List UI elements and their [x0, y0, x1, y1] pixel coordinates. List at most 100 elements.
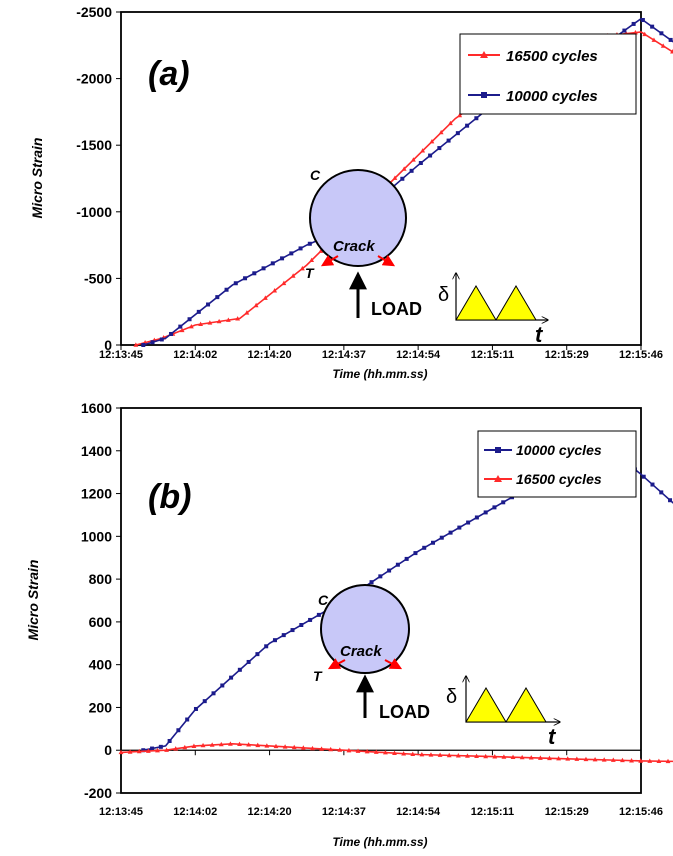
data-point — [289, 251, 294, 256]
data-point — [547, 755, 552, 761]
x-tick-label: 12:13:45 — [99, 806, 143, 818]
data-point — [565, 756, 571, 761]
data-point — [510, 754, 516, 760]
data-point — [164, 747, 169, 752]
data-point — [127, 749, 133, 754]
data-point — [428, 752, 434, 757]
data-point — [185, 717, 190, 722]
time-symbol-a: t — [535, 322, 544, 347]
legend-marker-16500-b — [494, 475, 502, 482]
data-point — [299, 265, 305, 271]
data-point — [364, 748, 370, 754]
crack-arrow-right-b — [384, 658, 403, 670]
data-point — [299, 623, 304, 627]
series-line-16500-cycles — [135, 31, 673, 346]
compression-label-b: C — [318, 592, 329, 608]
data-point — [419, 752, 425, 757]
y-tick-label: -1500 — [76, 137, 112, 153]
data-point — [224, 287, 229, 292]
x-ticks-b: 12:13:45 12:14:02 12:14:20 12:14:37 12:14:54… — [99, 750, 663, 818]
data-point — [308, 617, 313, 622]
data-point — [150, 746, 155, 751]
data-point — [255, 742, 261, 748]
data-point — [355, 748, 361, 753]
data-point — [670, 49, 673, 54]
data-point — [178, 324, 183, 329]
data-point — [409, 168, 414, 173]
data-point — [319, 746, 324, 751]
y-tick-label: 1200 — [81, 486, 112, 502]
data-point — [641, 474, 646, 479]
crack-label-b: Crack — [340, 643, 382, 660]
data-point — [668, 37, 673, 42]
chart-panel-b: -200 0 200 400 600 800 1000 1200 1400 1600 12:13:… — [25, 400, 673, 849]
load-triangle-1-b — [465, 687, 507, 723]
x-tick-label: 12:14:37 — [322, 349, 366, 361]
data-point — [660, 43, 666, 48]
data-point — [337, 747, 343, 752]
y-tick-label: 1000 — [81, 528, 112, 544]
data-point — [187, 317, 192, 322]
x-ticks-a: 12:13:45 12:14:02 12:14:20 12:14:37 12:14:54… — [99, 345, 663, 361]
data-point — [392, 750, 397, 755]
data-point — [155, 748, 160, 753]
data-point — [422, 545, 427, 550]
data-point — [650, 482, 655, 487]
legend-label-10000-a: 10000 cycles — [506, 88, 598, 105]
data-point — [492, 505, 497, 510]
data-point — [246, 742, 252, 747]
data-point — [659, 490, 664, 495]
data-point — [418, 161, 423, 166]
y-tick-label: 0 — [104, 337, 112, 353]
data-point — [188, 323, 194, 329]
data-point — [465, 123, 470, 128]
data-point — [483, 510, 488, 515]
data-point — [631, 21, 636, 26]
data-point — [307, 241, 312, 246]
data-point — [629, 758, 634, 763]
data-point — [400, 176, 405, 181]
legend-marker-16500-a — [480, 51, 488, 58]
data-point — [176, 728, 181, 733]
data-point — [318, 248, 324, 253]
y-tick-label: -2000 — [76, 71, 112, 87]
data-point — [610, 757, 616, 762]
crack-arrow-right-a — [377, 254, 396, 267]
y-tick-label: -200 — [84, 785, 112, 801]
data-point — [437, 752, 443, 757]
data-point — [193, 706, 198, 711]
panel-label-b: (b) — [148, 478, 191, 516]
data-point — [290, 628, 295, 633]
y-tick-label: -2500 — [76, 4, 112, 20]
data-point — [448, 530, 453, 535]
data-point — [620, 757, 625, 763]
data-point — [255, 652, 260, 657]
data-point — [410, 751, 416, 756]
legend-b: 10000 cycles 16500 cycles — [477, 430, 637, 498]
load-triangle-1-a — [455, 285, 497, 321]
data-point — [647, 758, 653, 763]
data-point — [211, 691, 216, 696]
data-point — [501, 500, 506, 505]
data-point — [237, 667, 242, 672]
data-point — [216, 318, 222, 324]
x-tick-label: 12:14:20 — [248, 349, 292, 361]
series-group-b — [118, 443, 673, 764]
data-point — [401, 751, 407, 756]
data-point — [437, 146, 442, 151]
data-point — [246, 659, 251, 664]
y-tick-label: -1000 — [76, 204, 112, 220]
data-point — [196, 309, 201, 314]
data-point — [633, 29, 638, 35]
data-point — [141, 343, 146, 347]
data-point — [281, 633, 286, 638]
inset-diagram-a: C Crack T LOAD δ t — [305, 167, 548, 347]
chart-panel-a: -2500 -2000 -1500 -1000 -500 0 12:13:45 12:14:… — [29, 4, 673, 381]
y-axis-title-a: Micro Strain — [29, 138, 45, 219]
data-point — [501, 754, 507, 759]
load-triangle-2-b — [505, 687, 547, 723]
data-point — [638, 758, 644, 763]
data-point — [280, 256, 285, 261]
data-point — [252, 271, 257, 276]
data-point — [264, 644, 269, 649]
